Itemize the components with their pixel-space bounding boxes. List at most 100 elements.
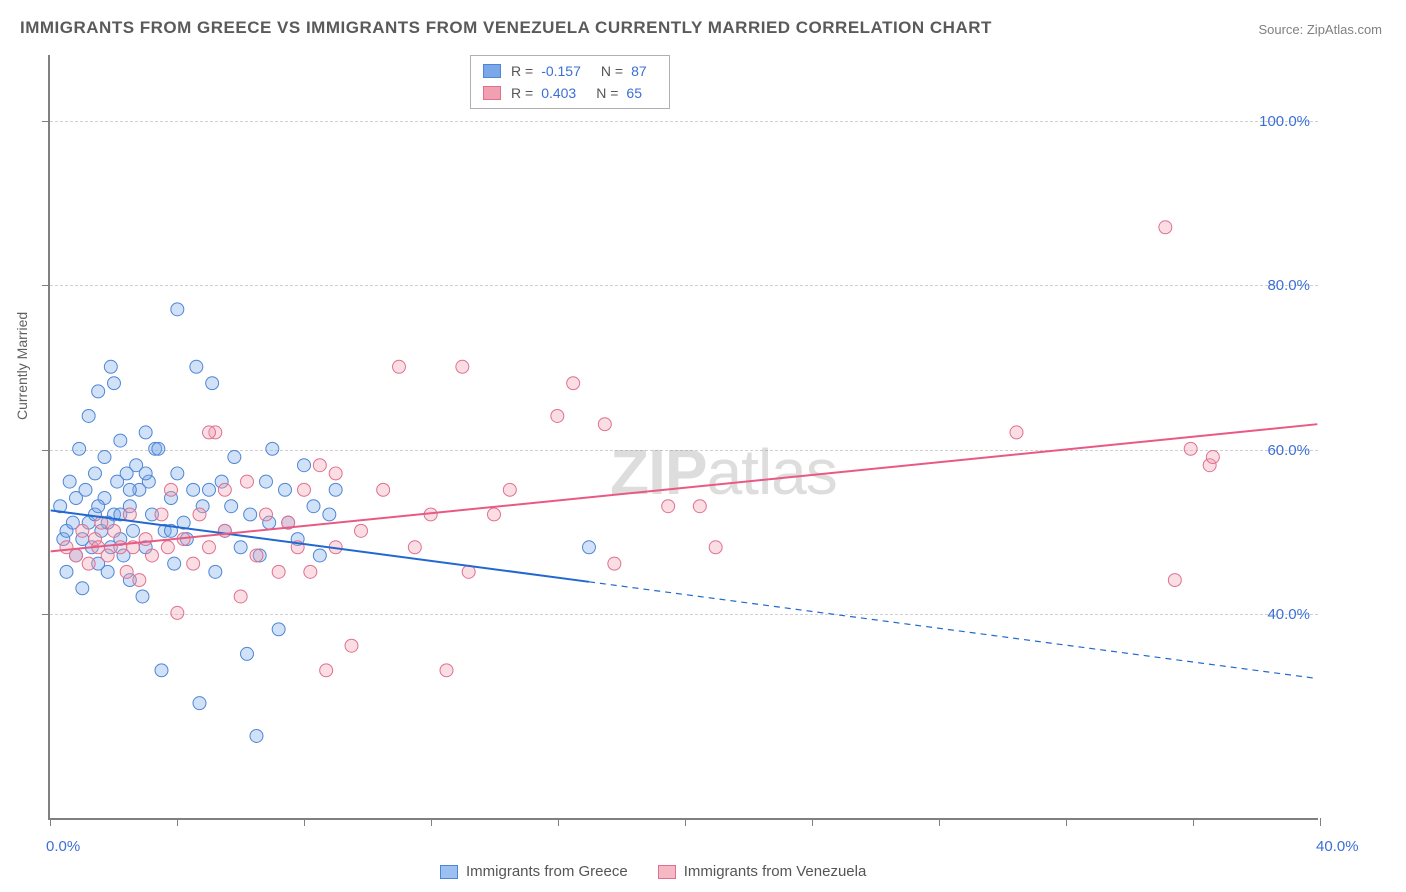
legend-item-greece: Immigrants from Greece: [440, 863, 628, 880]
data-point: [260, 475, 273, 488]
data-point: [218, 483, 231, 496]
data-point: [320, 664, 333, 677]
r-label: R =: [511, 85, 533, 101]
data-point: [123, 508, 136, 521]
data-point: [241, 475, 254, 488]
n-label: N =: [596, 85, 618, 101]
data-point: [567, 377, 580, 390]
data-point: [1184, 442, 1197, 455]
x-tick: [1193, 818, 1194, 826]
data-point: [171, 606, 184, 619]
data-point: [272, 565, 285, 578]
data-point: [377, 483, 390, 496]
data-point: [155, 664, 168, 677]
swatch-venezuela: [658, 865, 676, 879]
data-point: [171, 303, 184, 316]
data-point: [79, 483, 92, 496]
y-tick: [42, 285, 50, 286]
y-tick: [42, 121, 50, 122]
data-point: [104, 360, 117, 373]
y-tick: [42, 450, 50, 451]
x-tick: [431, 818, 432, 826]
plot-area: ZIPatlas R = -0.157 N = 87 R = 0.403 N =…: [48, 55, 1318, 820]
data-point: [187, 483, 200, 496]
data-point: [503, 483, 516, 496]
data-point: [250, 729, 263, 742]
data-point: [1168, 574, 1181, 587]
data-point: [488, 508, 501, 521]
data-point: [234, 541, 247, 554]
data-point: [313, 549, 326, 562]
data-point: [693, 500, 706, 513]
chart-title: IMMIGRANTS FROM GREECE VS IMMIGRANTS FRO…: [20, 18, 992, 38]
data-point: [355, 524, 368, 537]
swatch-greece: [440, 865, 458, 879]
n-label: N =: [601, 63, 623, 79]
legend-stats-row-1: R = 0.403 N = 65: [483, 82, 657, 104]
data-point: [82, 410, 95, 423]
data-point: [193, 697, 206, 710]
data-point: [583, 541, 596, 554]
n-value-0: 87: [631, 63, 647, 79]
trend-line-solid: [51, 424, 1318, 551]
x-tick: [812, 818, 813, 826]
data-point: [120, 565, 133, 578]
data-point: [139, 426, 152, 439]
data-point: [241, 647, 254, 660]
data-point: [171, 467, 184, 480]
data-point: [298, 483, 311, 496]
x-tick: [939, 818, 940, 826]
data-point: [279, 483, 292, 496]
data-point: [76, 524, 89, 537]
data-point: [323, 508, 336, 521]
r-label: R =: [511, 63, 533, 79]
data-point: [108, 524, 121, 537]
data-point: [304, 565, 317, 578]
data-point: [329, 483, 342, 496]
legend-stats-row-0: R = -0.157 N = 87: [483, 60, 657, 82]
legend-stats: R = -0.157 N = 87 R = 0.403 N = 65: [470, 55, 670, 109]
x-tick: [50, 818, 51, 826]
data-point: [456, 360, 469, 373]
data-point: [92, 500, 105, 513]
x-tick: [685, 818, 686, 826]
data-point: [152, 442, 165, 455]
x-tick-label: 40.0%: [1316, 838, 1359, 855]
data-point: [662, 500, 675, 513]
data-point: [127, 524, 140, 537]
data-point: [551, 410, 564, 423]
data-point: [108, 377, 121, 390]
data-point: [598, 418, 611, 431]
data-point: [1206, 451, 1219, 464]
data-point: [608, 557, 621, 570]
source-label: Source: ZipAtlas.com: [1258, 22, 1382, 37]
legend-item-venezuela: Immigrants from Venezuela: [658, 863, 867, 880]
legend-label: Immigrants from Greece: [466, 863, 628, 880]
data-point: [193, 508, 206, 521]
data-point: [234, 590, 247, 603]
data-point: [123, 483, 136, 496]
x-tick: [1320, 818, 1321, 826]
data-point: [313, 459, 326, 472]
data-point: [161, 541, 174, 554]
data-point: [146, 549, 159, 562]
x-tick: [177, 818, 178, 826]
data-point: [203, 541, 216, 554]
data-point: [206, 377, 219, 390]
x-tick: [304, 818, 305, 826]
data-point: [203, 483, 216, 496]
swatch-greece: [483, 64, 501, 78]
data-point: [329, 467, 342, 480]
y-axis-title: Currently Married: [14, 312, 30, 420]
data-point: [203, 426, 216, 439]
data-point: [60, 565, 73, 578]
data-point: [114, 434, 127, 447]
data-point: [250, 549, 263, 562]
legend-bottom: Immigrants from Greece Immigrants from V…: [440, 863, 866, 880]
data-point: [209, 565, 222, 578]
data-point: [190, 360, 203, 373]
data-point: [139, 467, 152, 480]
data-point: [136, 590, 149, 603]
swatch-venezuela: [483, 86, 501, 100]
data-point: [187, 557, 200, 570]
